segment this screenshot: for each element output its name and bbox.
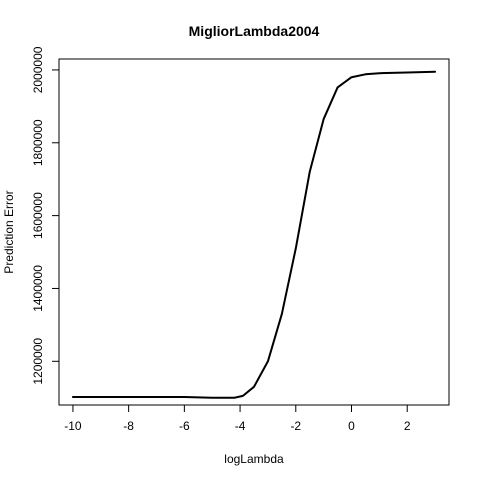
x-tick-label: 2: [404, 419, 411, 433]
x-tick-label: -4: [235, 419, 246, 433]
chart-title: MigliorLambda2004: [189, 23, 320, 39]
y-axis-label: Prediction Error: [2, 190, 16, 273]
x-tick-label: -10: [64, 419, 82, 433]
series-line-prediction-error: [71, 70, 437, 399]
y-tick-label: 1200000: [31, 338, 45, 385]
x-tick-label: -8: [123, 419, 134, 433]
y-tick-label: 2000000: [31, 46, 45, 93]
y-tick-label: 1600000: [31, 192, 45, 239]
y-tick-label: 1400000: [31, 265, 45, 312]
x-tick-label: -2: [290, 419, 301, 433]
x-tick-label: -6: [179, 419, 190, 433]
series-layer: [71, 70, 437, 399]
x-axis-label: logLambda: [224, 452, 284, 466]
y-axis: 1200000 1400000 1600000 1800000 2000000: [31, 46, 60, 385]
x-tick-label: 0: [348, 419, 355, 433]
y-tick-label: 1800000: [31, 119, 45, 166]
x-axis: -10 -8 -6 -4 -2 0 2: [64, 404, 411, 433]
